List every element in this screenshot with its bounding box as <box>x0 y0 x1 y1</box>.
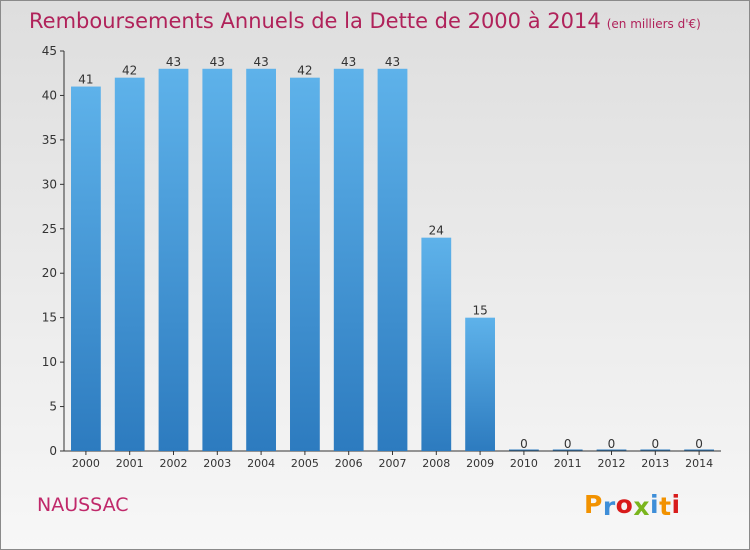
data-label: 42 <box>122 64 137 78</box>
bar <box>202 68 233 452</box>
x-tick-label: 2006 <box>335 457 363 470</box>
data-label: 43 <box>385 55 400 69</box>
logo-letter: r <box>602 492 616 521</box>
logo-letter: o <box>615 490 634 519</box>
data-label: 43 <box>253 55 268 69</box>
chart-subtitle: (en milliers d'€) <box>606 17 701 31</box>
bar <box>377 68 408 452</box>
x-tick-label: 2002 <box>160 457 188 470</box>
y-tick-label: 45 <box>42 44 57 58</box>
y-tick-label: 15 <box>42 311 57 325</box>
x-tick-label: 2013 <box>641 457 669 470</box>
y-tick-label: 20 <box>42 266 57 280</box>
y-tick-label: 35 <box>42 133 57 147</box>
proxiti-logo: Proxiti <box>584 490 681 521</box>
x-tick-label: 2012 <box>598 457 626 470</box>
bar <box>158 68 189 452</box>
x-tick-label: 2014 <box>685 457 713 470</box>
data-label: 43 <box>210 55 225 69</box>
y-tick-label: 0 <box>49 444 57 458</box>
x-tick-label: 2008 <box>422 457 450 470</box>
chart-title: Remboursements Annuels de la Dette de 20… <box>29 9 701 33</box>
bar <box>246 68 276 452</box>
x-tick-label: 2010 <box>510 457 538 470</box>
bar <box>71 86 101 452</box>
y-tick-label: 40 <box>42 88 57 102</box>
data-label: 43 <box>341 55 356 69</box>
data-label: 43 <box>166 55 181 69</box>
data-label: 41 <box>78 73 93 87</box>
data-label: 0 <box>695 437 703 451</box>
x-tick-label: 2000 <box>72 457 100 470</box>
data-label: 0 <box>564 437 572 451</box>
x-tick-label: 2007 <box>379 457 407 470</box>
y-tick-label: 10 <box>42 355 57 369</box>
y-tick-label: 5 <box>49 400 57 414</box>
chart-title-text: Remboursements Annuels de la Dette de 20… <box>29 9 601 33</box>
y-tick-label: 25 <box>42 222 57 236</box>
x-tick-label: 2011 <box>554 457 582 470</box>
x-tick-label: 2003 <box>203 457 231 470</box>
data-label: 24 <box>429 224 444 238</box>
x-tick-label: 2009 <box>466 457 494 470</box>
y-tick-label: 30 <box>42 177 57 191</box>
logo-letter: i <box>671 490 681 519</box>
data-label: 0 <box>651 437 659 451</box>
data-label: 42 <box>297 64 312 78</box>
logo-letter: i <box>650 490 660 519</box>
x-tick-label: 2001 <box>116 457 144 470</box>
bar <box>333 68 364 452</box>
logo-letter: t <box>659 492 672 521</box>
data-label: 0 <box>608 437 616 451</box>
logo-letter: x <box>633 492 650 521</box>
bar <box>421 237 452 451</box>
x-tick-label: 2005 <box>291 457 319 470</box>
place-name: NAUSSAC <box>37 494 129 516</box>
data-label: 0 <box>520 437 528 451</box>
logo-letter: P <box>584 490 603 519</box>
bar <box>114 77 145 452</box>
bar <box>290 77 320 452</box>
bar <box>465 317 495 451</box>
data-label: 15 <box>472 304 487 318</box>
x-tick-label: 2004 <box>247 457 275 470</box>
